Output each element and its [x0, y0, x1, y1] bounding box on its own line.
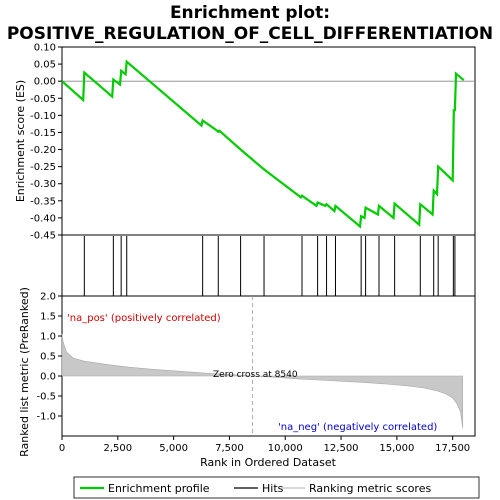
es-y-tick-label: -0.40: [30, 213, 56, 224]
rank-y-tick-label: 1.5: [40, 312, 56, 323]
es-y-tick-label: -0.15: [30, 128, 56, 139]
x-tick-label: 5,000: [159, 443, 188, 454]
enrichment-profile-line: [61, 59, 465, 229]
es-y-axis-label: Enrichment score (ES): [14, 80, 27, 202]
x-tick-label: 12,500: [324, 443, 359, 454]
es-y-tick-label: -0.20: [30, 145, 56, 156]
legend: Enrichment profile Hits Ranking metric s…: [73, 476, 480, 499]
es-y-tick-label: 0.00: [34, 77, 56, 88]
legend-hits-label: Hits: [262, 482, 284, 495]
hits-frame: [61, 234, 476, 297]
rank-metric-panel: 2.0 1.5 1.0 0.5 0.0 -0.5 -1.0 0 2,500 5,000 7,500…: [18, 287, 476, 469]
es-panel: 0.10 0.05 0.00 -0.05 -0.10 -0.15 -0.20 -0.25 -0.…: [14, 43, 476, 242]
rank-y-axis-label: Ranked list metric (PreRanked): [18, 287, 31, 457]
es-y-ticks: 0.10 0.05 0.00 -0.05 -0.10 -0.15 -0.20 -0.25 -0.…: [30, 43, 62, 242]
x-tick-label: 15,000: [379, 443, 414, 454]
chart-title-line-1: Enrichment plot:: [170, 3, 330, 23]
rank-y-tick-label: 1.0: [40, 332, 56, 343]
x-tick-label: 2,500: [103, 443, 132, 454]
x-axis-label: Rank in Ordered Dataset: [200, 456, 337, 469]
rank-y-tick-label: 0.0: [40, 372, 56, 383]
chart-title-line-2: POSITIVE_REGULATION_OF_CELL_DIFFERENTIAT…: [7, 24, 493, 44]
rank-y-tick-label: -1.0: [36, 412, 56, 423]
rank-plot-frame: [61, 295, 476, 437]
negative-correlation-label: 'na_neg' (negatively correlated): [278, 422, 437, 433]
x-tick-label: 7,500: [215, 443, 244, 454]
es-y-tick-label: -0.35: [30, 196, 56, 207]
legend-enrichment-label: Enrichment profile: [108, 482, 210, 495]
x-tick-label: 0: [59, 443, 65, 454]
es-y-tick-label: -0.45: [30, 231, 56, 242]
es-y-tick-label: -0.25: [30, 162, 56, 173]
es-plot-frame: [61, 46, 476, 236]
es-y-tick-label: -0.30: [30, 179, 56, 190]
legend-ranking-label: Ranking metric scores: [309, 482, 431, 495]
es-y-tick-label: 0.05: [34, 60, 56, 71]
hit-lines: [83, 236, 456, 296]
ranking-metric-area: [61, 333, 463, 429]
rank-y-tick-label: -0.5: [36, 392, 56, 403]
positive-correlation-label: 'na_pos' (positively correlated): [67, 313, 221, 324]
x-tick-label: 10,000: [268, 443, 303, 454]
rank-y-ticks: 2.0 1.5 1.0 0.5 0.0 -0.5 -1.0: [36, 292, 62, 423]
es-y-tick-label: -0.05: [30, 94, 56, 105]
es-y-tick-label: -0.10: [30, 111, 56, 122]
es-y-tick-label: 0.10: [34, 43, 56, 54]
rank-y-tick-label: 0.5: [40, 352, 56, 363]
x-tick-label: 17,500: [435, 443, 470, 454]
rank-y-tick-label: 2.0: [40, 292, 56, 303]
legend-box: [73, 476, 480, 499]
rank-x-ticks: 0 2,500 5,000 7,500 10,000 12,500 15,000 17,500: [59, 436, 470, 454]
zero-cross-label: Zero cross at 8540: [213, 370, 298, 380]
